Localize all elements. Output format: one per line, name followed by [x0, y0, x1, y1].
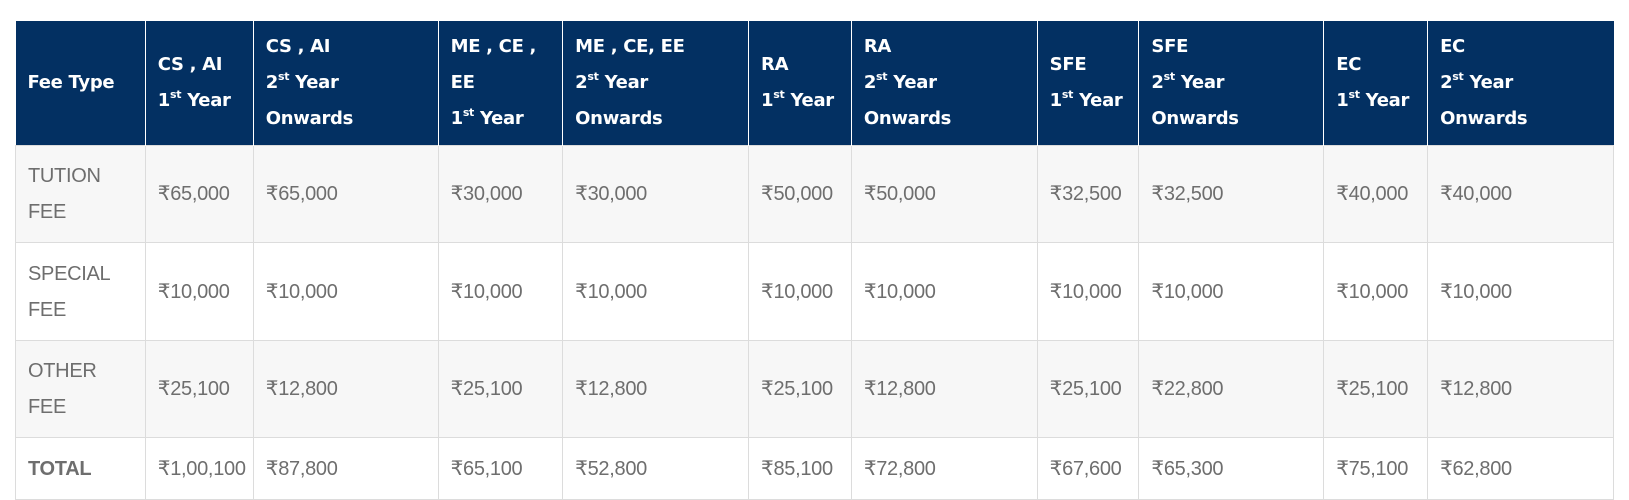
table-cell: ₹52,800: [562, 437, 750, 500]
table-cell: ₹12,800: [562, 340, 750, 438]
header-me-ce-ee-2nd-year: ME , CE, EE 2st Year Onwards: [562, 21, 750, 146]
table-cell: ₹85,100: [748, 437, 852, 500]
row-label: TOTAL: [15, 437, 146, 500]
table-cell: ₹40,000: [1427, 145, 1614, 243]
table-cell: ₹10,000: [437, 242, 564, 341]
table-cell: ₹10,000: [252, 242, 439, 341]
table-row-other-fee: OTHER FEE ₹25,100 ₹12,800 ₹25,100 ₹12,80…: [15, 340, 1614, 438]
table-cell: ₹72,800: [850, 437, 1038, 500]
header-me-ce-ee-1st-year: ME , CE , EE 1st Year: [438, 21, 564, 146]
table-cell: ₹65,100: [437, 437, 564, 500]
table-cell: ₹67,600: [1036, 437, 1140, 500]
header-ra-1st-year: RA 1st Year: [748, 21, 852, 146]
table-cell: ₹10,000: [1138, 242, 1325, 341]
table-cell: ₹75,100: [1323, 437, 1429, 500]
table-cell: ₹10,000: [1036, 242, 1140, 341]
table-cell: ₹25,100: [748, 340, 852, 438]
header-ra-2nd-year: RA 2st Year Onwards: [851, 21, 1038, 146]
table-row-tution-fee: TUTION FEE ₹65,000 ₹65,000 ₹30,000 ₹30,0…: [15, 145, 1614, 243]
table-cell: ₹1,00,100: [144, 437, 254, 500]
table-cell: ₹25,100: [144, 340, 254, 438]
table-row-total: TOTAL ₹1,00,100 ₹87,800 ₹65,100 ₹52,800 …: [15, 437, 1614, 500]
header-fee-type: Fee Type: [15, 21, 146, 146]
table-cell: ₹32,500: [1036, 145, 1140, 243]
row-label: OTHER FEE: [15, 340, 146, 438]
header-cs-ai-2nd-year: CS , AI 2st Year Onwards: [253, 21, 439, 146]
table-cell: ₹65,000: [144, 145, 254, 243]
table-cell: ₹87,800: [252, 437, 439, 500]
table-cell: ₹25,100: [1036, 340, 1140, 438]
row-label: SPECIAL FEE: [15, 242, 146, 341]
table-cell: ₹50,000: [748, 145, 852, 243]
table-cell: ₹22,800: [1138, 340, 1325, 438]
table-cell: ₹65,300: [1138, 437, 1325, 500]
row-label: TUTION FEE: [15, 145, 146, 243]
table-cell: ₹50,000: [850, 145, 1038, 243]
table-cell: ₹30,000: [437, 145, 564, 243]
header-row: Fee Type CS , AI 1st Year CS , AI 2st Ye…: [15, 21, 1614, 146]
table-cell: ₹12,800: [1427, 340, 1614, 438]
table-cell: ₹32,500: [1138, 145, 1325, 243]
table-cell: ₹65,000: [252, 145, 439, 243]
header-ec-2nd-year: EC 2st Year Onwards: [1427, 21, 1614, 146]
table-cell: ₹10,000: [1323, 242, 1429, 341]
table-cell: ₹10,000: [850, 242, 1038, 341]
header-ec-1st-year: EC 1st Year: [1323, 21, 1429, 146]
table-cell: ₹62,800: [1427, 437, 1614, 500]
table-cell: ₹10,000: [144, 242, 254, 341]
table-row-special-fee: SPECIAL FEE ₹10,000 ₹10,000 ₹10,000 ₹10,…: [15, 242, 1614, 341]
header-sfe-1st-year: SFE 1st Year: [1037, 21, 1140, 146]
table-cell: ₹10,000: [748, 242, 852, 341]
table-cell: ₹12,800: [850, 340, 1038, 438]
fee-table-container: Fee Type CS , AI 1st Year CS , AI 2st Ye…: [15, 21, 1614, 500]
table-cell: ₹40,000: [1323, 145, 1429, 243]
table-cell: ₹25,100: [437, 340, 564, 438]
header-cs-ai-1st-year: CS , AI 1st Year: [145, 21, 254, 146]
fee-table: Fee Type CS , AI 1st Year CS , AI 2st Ye…: [15, 21, 1614, 500]
table-cell: ₹25,100: [1323, 340, 1429, 438]
table-cell: ₹30,000: [562, 145, 750, 243]
table-cell: ₹12,800: [252, 340, 439, 438]
table-cell: ₹10,000: [1427, 242, 1614, 341]
header-sfe-2nd-year: SFE 2st Year Onwards: [1138, 21, 1325, 146]
table-cell: ₹10,000: [562, 242, 750, 341]
